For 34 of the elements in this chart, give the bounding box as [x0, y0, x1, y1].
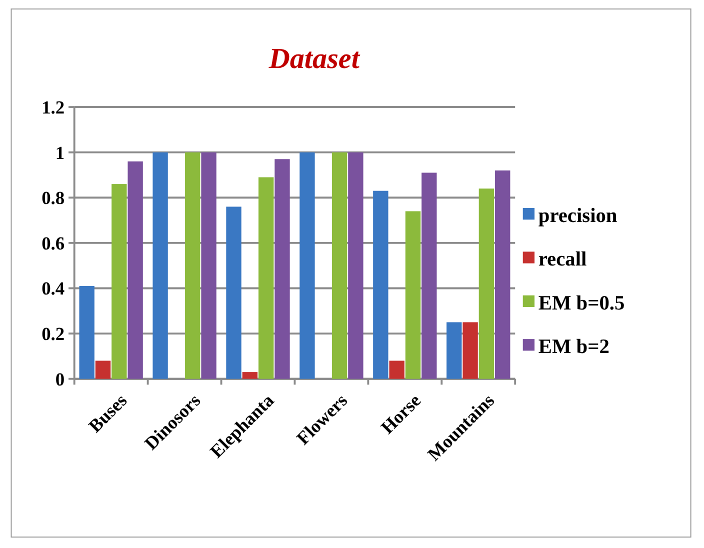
bar	[332, 152, 348, 379]
bar	[389, 360, 404, 379]
legend-label: EM b=0.5	[538, 292, 625, 314]
bar	[112, 184, 127, 379]
y-tick-label: 0.8	[42, 188, 65, 208]
bar	[446, 322, 462, 379]
bar	[128, 161, 143, 379]
legend-label: recall	[538, 248, 588, 271]
bar	[495, 170, 510, 379]
bar	[274, 159, 290, 379]
bar	[242, 372, 258, 379]
bar	[185, 152, 200, 379]
y-tick-label: 1.2	[42, 97, 65, 118]
bar	[300, 152, 315, 379]
bar	[462, 322, 478, 379]
bar	[258, 177, 274, 379]
bar	[373, 190, 388, 379]
legend-label: EM b=2	[538, 336, 610, 358]
y-tick-label: 1	[55, 142, 65, 163]
y-tick-label: 0.4	[42, 278, 65, 299]
bar	[405, 211, 421, 379]
chart-title: Dataset	[268, 43, 360, 76]
bar	[478, 188, 494, 379]
y-tick-label: 0	[55, 369, 65, 390]
bar	[152, 152, 168, 379]
legend-label: precision	[538, 204, 618, 227]
bar	[79, 286, 94, 379]
bar	[226, 206, 242, 379]
bar	[348, 152, 364, 379]
bar	[95, 360, 111, 379]
bar	[201, 152, 216, 379]
y-tick-label: 0.6	[42, 233, 65, 254]
bar	[422, 172, 437, 379]
y-tick-label: 0.2	[42, 324, 65, 344]
